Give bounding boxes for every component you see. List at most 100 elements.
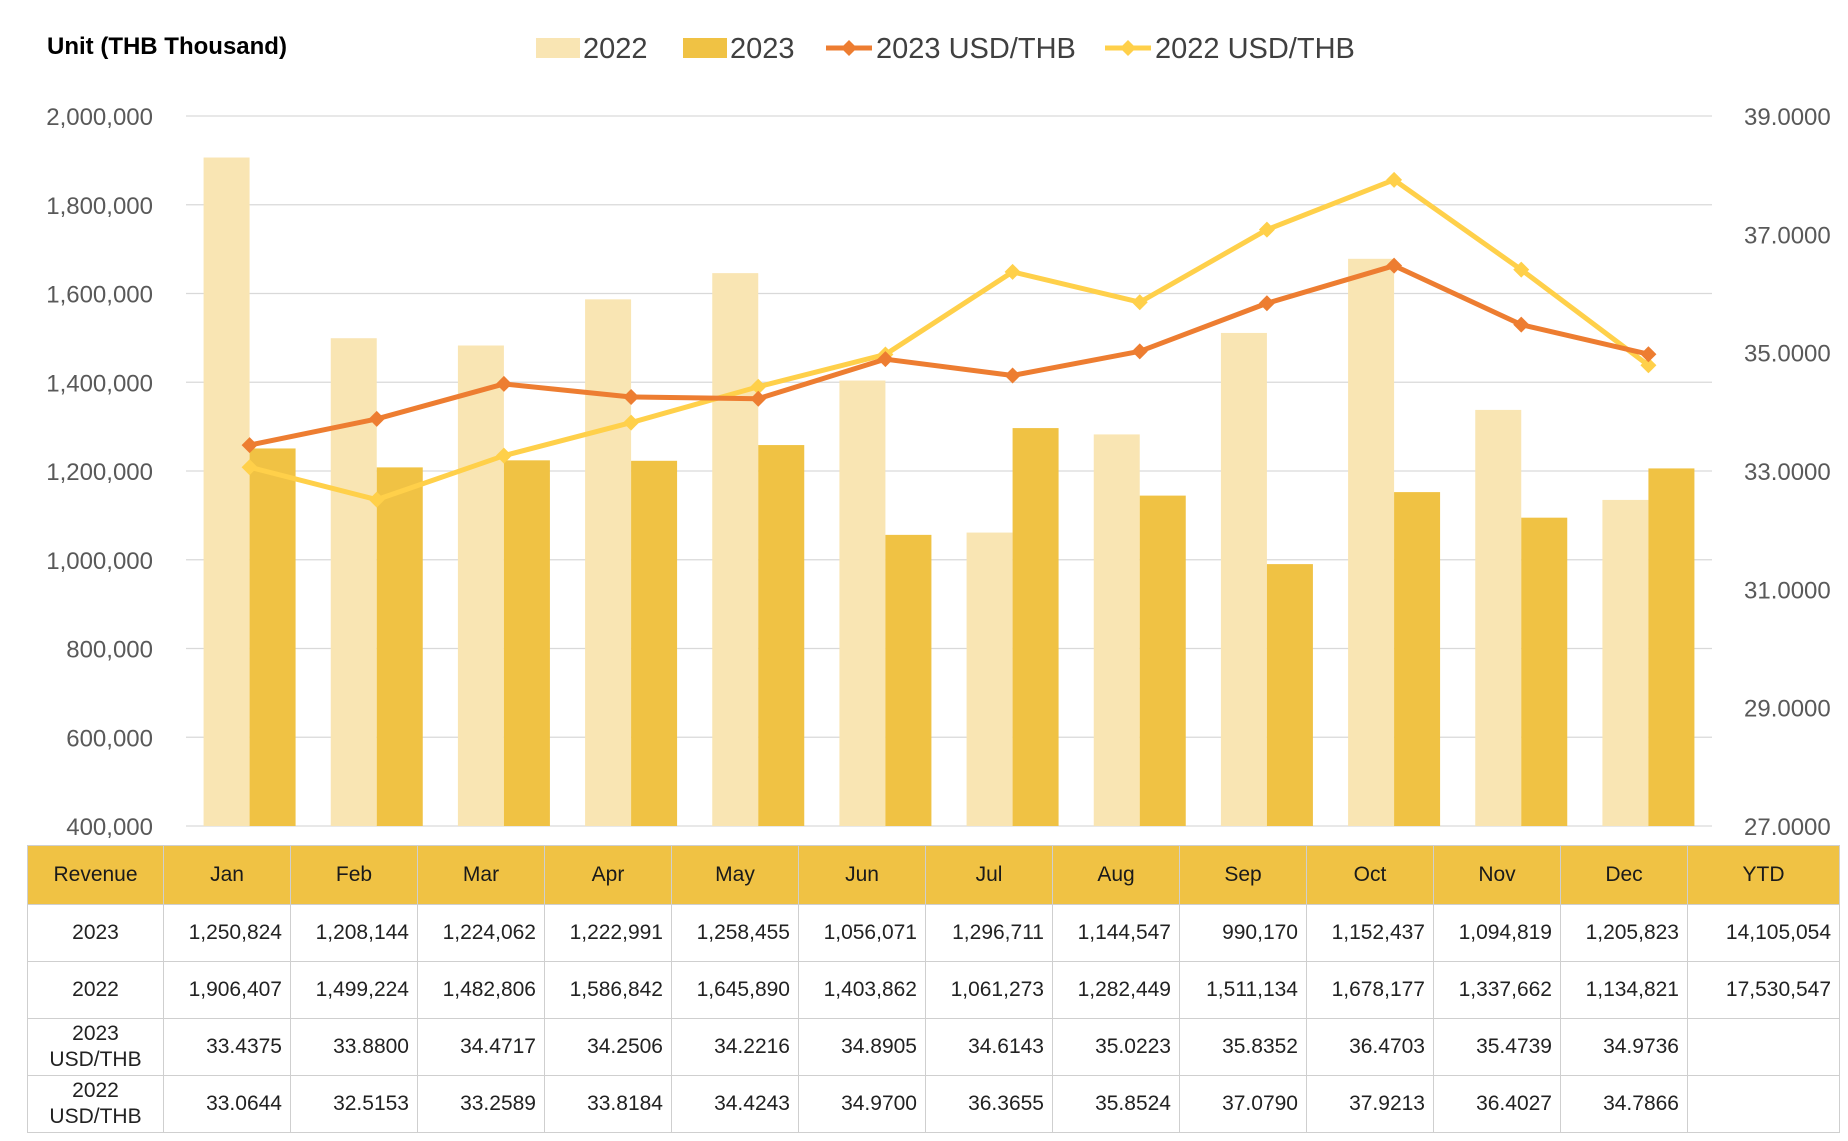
table-cell: 1,337,662 xyxy=(1433,961,1561,1019)
table-cell: 34.9700 xyxy=(798,1075,926,1133)
bar-2022-Sep xyxy=(1220,332,1267,826)
bar-2022-Dec xyxy=(1602,499,1649,826)
table-cell xyxy=(1687,1018,1840,1076)
table-cell: 32.5153 xyxy=(290,1075,418,1133)
left-tick-label: 1,800,000 xyxy=(46,193,153,220)
revenue-exchange-rate-chart: Unit (THB Thousand) 2022 2023 2023 USD/THB… xyxy=(46,33,1831,840)
bars xyxy=(203,157,1695,827)
left-tick-label: 1,600,000 xyxy=(46,282,153,309)
bar-2022-Jun xyxy=(839,380,886,826)
table-cell: 33.4375 xyxy=(163,1018,291,1076)
table-cell: 1,586,842 xyxy=(544,961,672,1019)
legend-label-2023: 2023 xyxy=(730,33,795,65)
table-cell: 36.4703 xyxy=(1306,1018,1434,1076)
table-cell: 33.8184 xyxy=(544,1075,672,1133)
table-header-cell: Aug xyxy=(1052,845,1180,905)
table-cell: 990,170 xyxy=(1179,904,1307,962)
table-cell: 34.2506 xyxy=(544,1018,672,1076)
table-header-label: Revenue xyxy=(27,845,164,905)
legend-label-2023 USD/THB: 2023 USD/THB xyxy=(876,33,1076,65)
table-cell: 1,222,991 xyxy=(544,904,672,962)
right-axis: 27.0000 29.0000 31.0000 33.0000 35.0000 37.00… xyxy=(1744,104,1831,840)
lines xyxy=(241,171,1657,508)
table-cell: 34.8905 xyxy=(798,1018,926,1076)
left-axis: 400,000 600,000 800,000 1,000,000 1,200,000 1… xyxy=(46,104,153,840)
marker-2022 USD/THB-Dec xyxy=(1640,357,1657,374)
table-cell: 34.6143 xyxy=(925,1018,1053,1076)
right-tick-label: 39.0000 xyxy=(1744,104,1831,131)
table-header-cell: Nov xyxy=(1433,845,1561,905)
marker-2023 USD/THB-Jun xyxy=(877,351,894,368)
right-tick-label: 29.0000 xyxy=(1744,696,1831,723)
marker-2022 USD/THB-Jul xyxy=(1004,263,1021,280)
marker-2023 USD/THB-Apr xyxy=(623,389,640,406)
table-cell: 1,208,144 xyxy=(290,904,418,962)
bar-2022-Aug xyxy=(1093,434,1140,826)
marker-2023 USD/THB-Sep xyxy=(1258,295,1275,312)
table-cell: 35.8352 xyxy=(1179,1018,1307,1076)
marker-2022 USD/THB-Sep xyxy=(1258,221,1275,238)
left-tick-label: 1,200,000 xyxy=(46,459,153,486)
table-cell: 1,678,177 xyxy=(1306,961,1434,1019)
row-label: 2023 USD/THB xyxy=(27,1018,164,1076)
bar-2022-Mar xyxy=(457,345,504,826)
table-cell: 37.0790 xyxy=(1179,1075,1307,1133)
table-cell: 1,906,407 xyxy=(163,961,291,1019)
table-header-cell: Dec xyxy=(1560,845,1688,905)
bar-2023-Oct xyxy=(1394,492,1441,826)
right-tick-label: 35.0000 xyxy=(1744,341,1831,368)
table-cell: 1,224,062 xyxy=(417,904,545,962)
legend: 2022 2023 2023 USD/THB 2022 USD/THB xyxy=(536,33,1355,65)
marker-2023 USD/THB-May xyxy=(750,390,767,407)
bar-2022-Apr xyxy=(585,299,632,826)
row-label: 2022 USD/THB xyxy=(27,1075,164,1133)
table-cell: 1,152,437 xyxy=(1306,904,1434,962)
bar-2022-Nov xyxy=(1475,409,1522,826)
table-header-cell: Jan xyxy=(163,845,291,905)
marker-2022 USD/THB-Aug xyxy=(1131,294,1148,311)
left-tick-label: 400,000 xyxy=(66,814,153,840)
marker-2023 USD/THB-Feb xyxy=(368,410,385,427)
table-cell: 1,645,890 xyxy=(671,961,799,1019)
table-cell: 1,499,224 xyxy=(290,961,418,1019)
right-tick-label: 37.0000 xyxy=(1744,222,1831,249)
table-cell: 35.4739 xyxy=(1433,1018,1561,1076)
bar-2023-May xyxy=(758,445,805,826)
table-row: 2023 1,250,824 1,208,144 1,224,062 1,222,991… xyxy=(27,904,1840,962)
table-cell xyxy=(1687,1075,1840,1133)
table-row: 2023 USD/THB 33.4375 33.8800 34.4717 34.2506 3… xyxy=(27,1018,1840,1076)
unit-label: Unit (THB Thousand) xyxy=(47,33,287,60)
revenue-table: Revenue Jan Feb Mar Apr May Jun Jul Aug Sep Oct Nov… xyxy=(27,845,1840,1133)
marker-2022 USD/THB-Apr xyxy=(623,414,640,431)
right-tick-label: 31.0000 xyxy=(1744,577,1831,604)
table-header-cell: Jun xyxy=(798,845,926,905)
table-cell: 37.9213 xyxy=(1306,1075,1434,1133)
legend-marker-2022 USD/THB xyxy=(1120,40,1136,56)
table-row: 2022 1,906,407 1,499,224 1,482,806 1,586,842… xyxy=(27,961,1840,1019)
legend-label-2022: 2022 xyxy=(583,33,648,65)
line-2023 USD/THB xyxy=(249,263,1649,448)
table-cell: 36.3655 xyxy=(925,1075,1053,1133)
left-tick-label: 1,000,000 xyxy=(46,548,153,575)
bar-2023-Feb xyxy=(376,467,423,826)
table-cell: 34.2216 xyxy=(671,1018,799,1076)
marker-2023 USD/THB-Dec xyxy=(1640,346,1657,363)
legend-swatch-2022 xyxy=(536,38,580,58)
marker-2022 USD/THB-Mar xyxy=(495,447,512,464)
legend-marker-2023 USD/THB xyxy=(841,40,857,56)
marker-2022 USD/THB-Feb xyxy=(368,491,385,508)
table-cell: 33.2589 xyxy=(417,1075,545,1133)
table-cell: 1,258,455 xyxy=(671,904,799,962)
bar-2023-Apr xyxy=(631,460,678,826)
table-cell: 1,056,071 xyxy=(798,904,926,962)
table-header-cell: Feb xyxy=(290,845,418,905)
bar-2023-Aug xyxy=(1139,495,1186,826)
table-header-cell: Jul xyxy=(925,845,1053,905)
table-cell: 1,282,449 xyxy=(1052,961,1180,1019)
legend-label-2022 USD/THB: 2022 USD/THB xyxy=(1155,33,1355,65)
table-header-cell: May xyxy=(671,845,799,905)
table-cell: 1,061,273 xyxy=(925,961,1053,1019)
bar-2022-Feb xyxy=(330,338,377,826)
bar-2023-Jun xyxy=(885,534,932,826)
bar-2023-Mar xyxy=(503,460,550,826)
